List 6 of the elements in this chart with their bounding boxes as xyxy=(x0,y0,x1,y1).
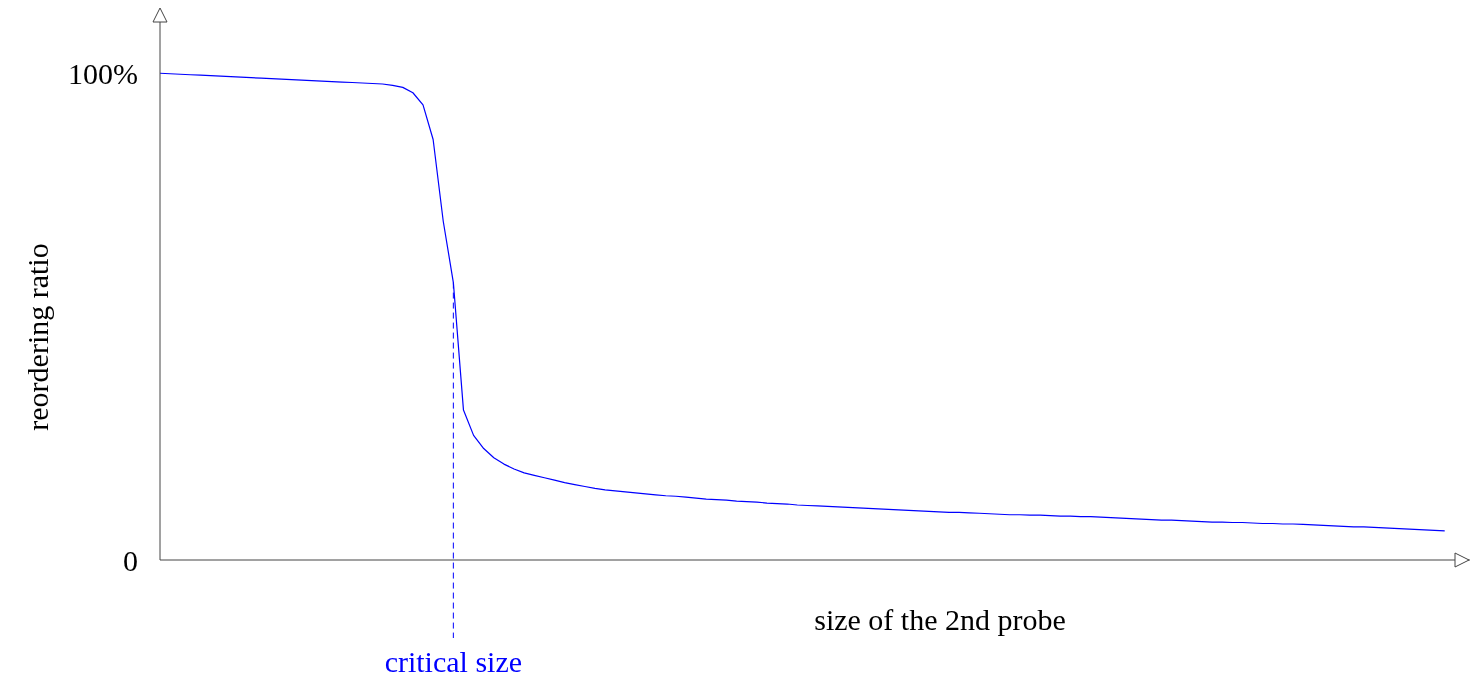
line-series xyxy=(160,72,1446,532)
y-tick-label: 0 xyxy=(123,543,138,577)
text: critical size xyxy=(384,645,523,678)
x-axis-title: size of the 2nd probe xyxy=(814,603,1066,636)
y-tick-label: 100% xyxy=(68,56,138,90)
y-axis-title: reordering ratio xyxy=(21,243,54,431)
